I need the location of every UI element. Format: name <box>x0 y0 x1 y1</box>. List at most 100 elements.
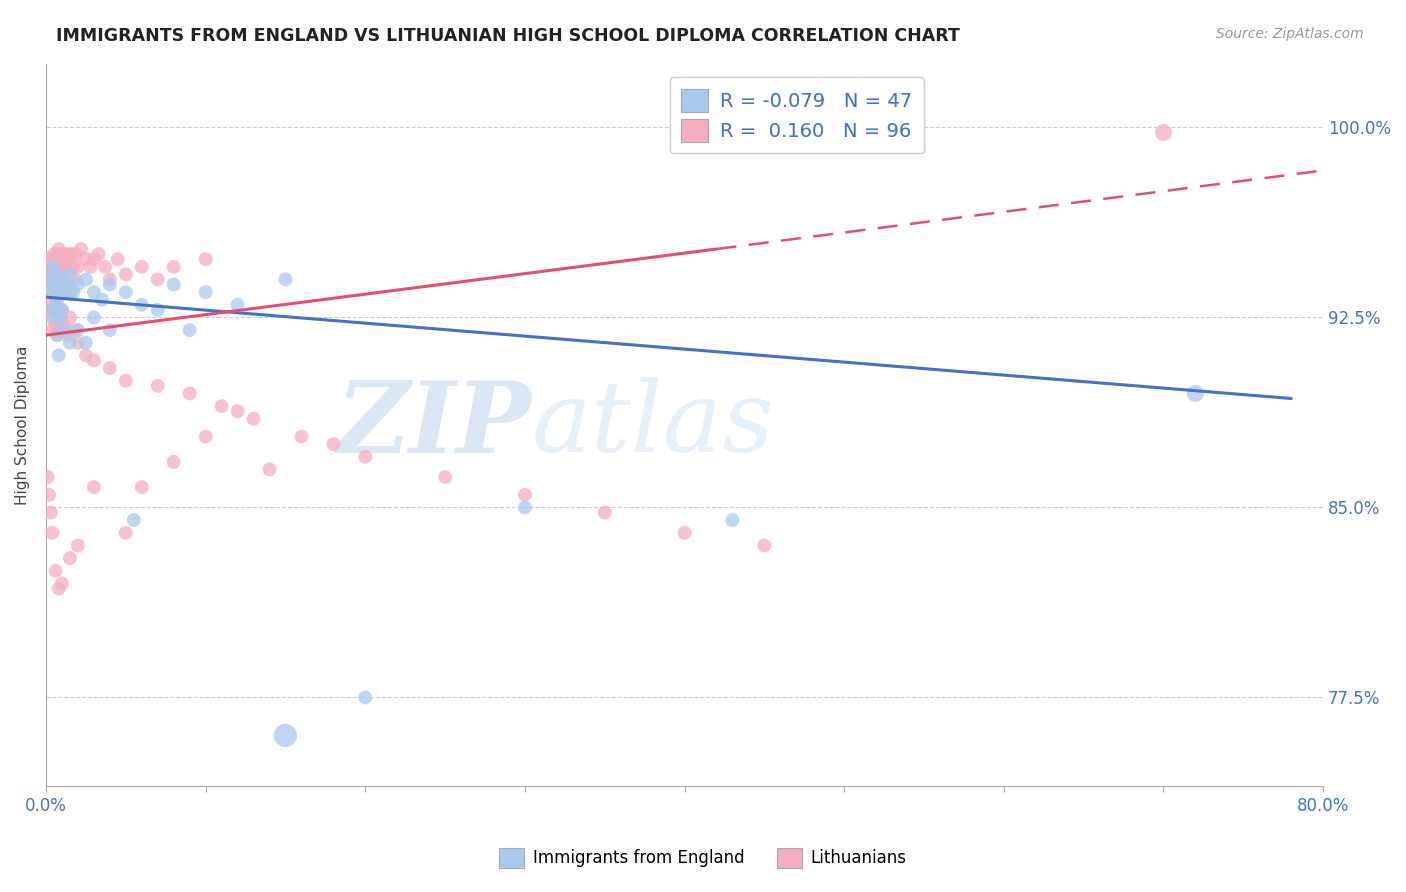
Point <box>163 260 186 274</box>
Point <box>48 348 70 362</box>
Point <box>146 379 169 393</box>
Point <box>274 272 297 286</box>
Point <box>49 285 72 299</box>
Point <box>55 328 77 343</box>
Point <box>45 318 67 332</box>
Point <box>754 538 776 552</box>
Point <box>42 268 65 282</box>
Point <box>98 361 121 376</box>
Point <box>290 429 312 443</box>
Point <box>146 272 169 286</box>
Point <box>83 310 105 325</box>
Text: ZIP: ZIP <box>336 376 531 474</box>
Point <box>62 285 84 299</box>
Point <box>39 506 62 520</box>
Point <box>46 293 69 307</box>
Point <box>46 285 69 299</box>
Point <box>194 285 217 299</box>
Point <box>98 272 121 286</box>
Point <box>63 272 86 286</box>
Point <box>46 328 69 343</box>
Point <box>66 538 89 552</box>
Point <box>322 437 344 451</box>
Point <box>131 480 153 494</box>
Point <box>42 310 65 325</box>
Point <box>79 260 101 274</box>
Point <box>63 323 86 337</box>
Point <box>114 268 136 282</box>
Point <box>513 488 536 502</box>
Legend: Immigrants from England, Lithuanians: Immigrants from England, Lithuanians <box>492 841 914 875</box>
Point <box>83 353 105 368</box>
Point <box>51 247 73 261</box>
Point <box>66 335 89 350</box>
Text: IMMIGRANTS FROM ENGLAND VS LITHUANIAN HIGH SCHOOL DIPLOMA CORRELATION CHART: IMMIGRANTS FROM ENGLAND VS LITHUANIAN HI… <box>56 27 960 45</box>
Point <box>51 268 73 282</box>
Point <box>75 335 97 350</box>
Point <box>58 247 80 261</box>
Point <box>46 328 69 343</box>
Point <box>513 500 536 515</box>
Point <box>179 386 201 401</box>
Point <box>41 323 63 337</box>
Point <box>83 252 105 267</box>
Point <box>226 298 249 312</box>
Point <box>114 525 136 540</box>
Point <box>49 277 72 292</box>
Point <box>46 247 69 261</box>
Point <box>37 252 59 267</box>
Point <box>49 323 72 337</box>
Point <box>55 260 77 274</box>
Point <box>45 252 67 267</box>
Point <box>53 277 76 292</box>
Point <box>48 272 70 286</box>
Point <box>42 277 65 292</box>
Point <box>194 429 217 443</box>
Point <box>48 310 70 325</box>
Point <box>49 310 72 325</box>
Point <box>259 462 281 476</box>
Point <box>51 576 73 591</box>
Point <box>354 690 377 705</box>
Point <box>48 242 70 256</box>
Point <box>45 272 67 286</box>
Point <box>1153 126 1175 140</box>
Point <box>42 302 65 317</box>
Point <box>41 260 63 274</box>
Point <box>94 260 117 274</box>
Point <box>42 285 65 299</box>
Point <box>51 302 73 317</box>
Point <box>39 272 62 286</box>
Point <box>75 348 97 362</box>
Point <box>42 247 65 261</box>
Point <box>90 293 112 307</box>
Point <box>46 268 69 282</box>
Point <box>52 260 75 274</box>
Point <box>179 323 201 337</box>
Point <box>87 247 110 261</box>
Point <box>39 252 62 267</box>
Point <box>131 298 153 312</box>
Point <box>59 335 82 350</box>
Point <box>39 310 62 325</box>
Point <box>62 260 84 274</box>
Point <box>53 285 76 299</box>
Point <box>39 285 62 299</box>
Point <box>107 252 129 267</box>
Point <box>51 285 73 299</box>
Point <box>98 323 121 337</box>
Point <box>60 247 83 261</box>
Point <box>66 277 89 292</box>
Point <box>41 302 63 317</box>
Point <box>721 513 744 527</box>
Point <box>52 272 75 286</box>
Point <box>41 302 63 317</box>
Point <box>146 302 169 317</box>
Point <box>66 323 89 337</box>
Point <box>211 399 233 413</box>
Point <box>163 455 186 469</box>
Point <box>114 374 136 388</box>
Point <box>75 252 97 267</box>
Point <box>59 310 82 325</box>
Point <box>593 506 616 520</box>
